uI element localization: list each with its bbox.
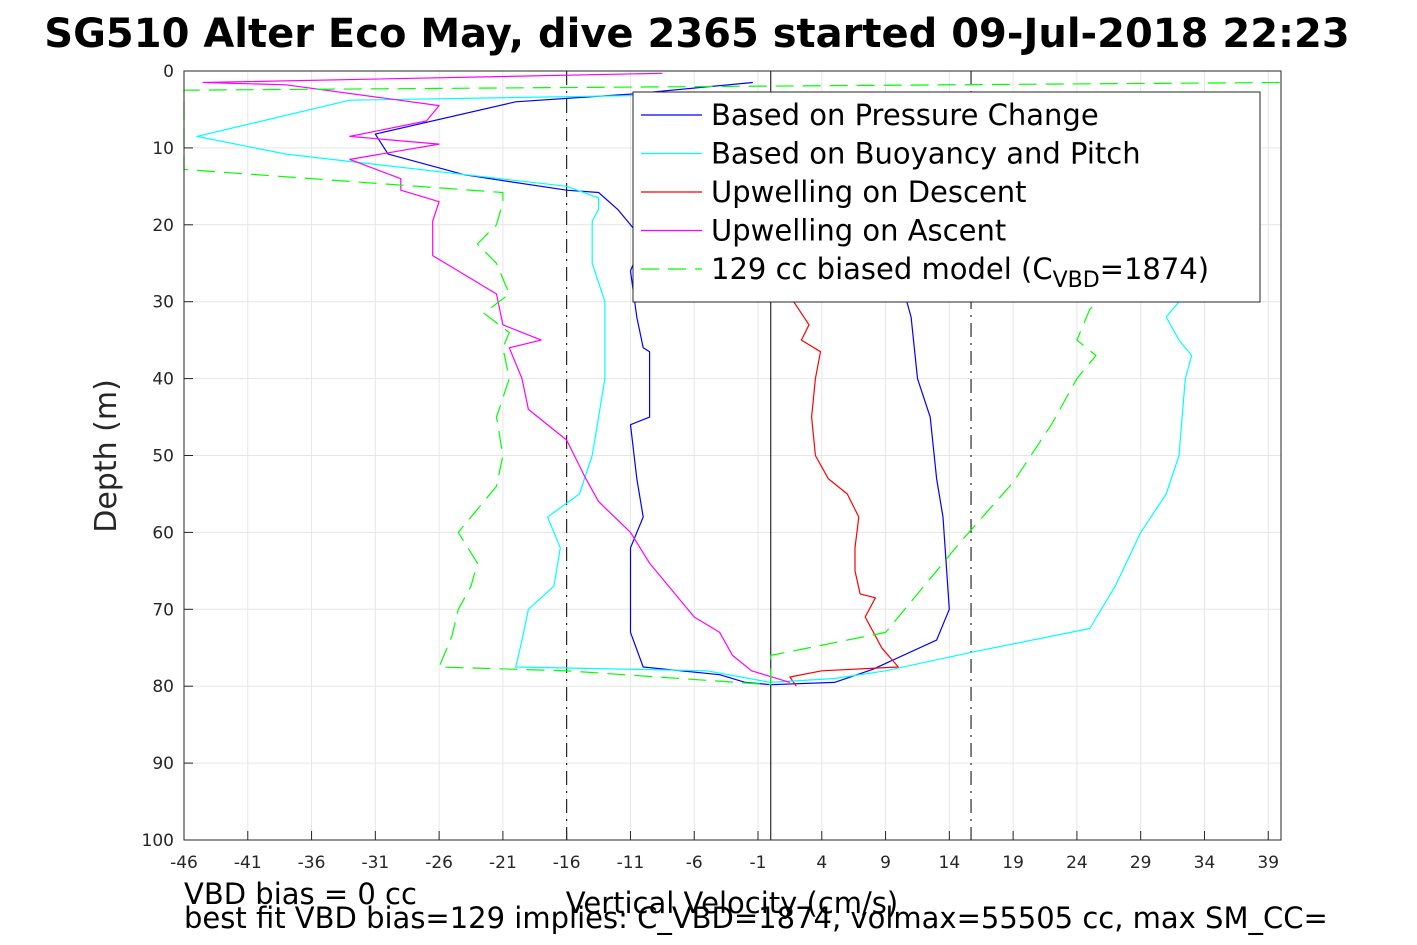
y-tick-label: 10 [152, 139, 174, 159]
x-tick-label: -21 [489, 853, 517, 873]
y-axis-label: Depth (m) [89, 379, 124, 533]
vbd-bias-note: VBD bias = 0 cc [184, 877, 417, 911]
legend-label: 129 cc biased model (CVBD=1874) [711, 252, 1209, 293]
legend-label: Based on Pressure Change [711, 98, 1099, 132]
y-tick-label: 50 [152, 447, 174, 467]
x-tick-label: 19 [1002, 853, 1024, 873]
x-tick-label: -31 [361, 853, 389, 873]
y-tick-label: 100 [142, 831, 174, 851]
x-tick-label: 9 [880, 853, 891, 873]
series-line [196, 93, 1193, 683]
series-line [183, 81, 1280, 686]
x-tick-label: -16 [553, 853, 581, 873]
legend-label: Based on Buoyancy and Pitch [711, 137, 1141, 171]
x-tick-label: -6 [686, 853, 703, 873]
x-tick-label: 14 [939, 853, 961, 873]
x-axis-label: Vertical Velocity (cm/s) [566, 886, 898, 920]
legend-box [632, 91, 1261, 303]
x-tick-label: 34 [1194, 853, 1216, 873]
y-tick-label: 70 [152, 600, 174, 620]
y-tick-label: 80 [152, 677, 174, 697]
x-tick-label: -46 [170, 853, 198, 873]
y-tick-label: 30 [152, 293, 174, 313]
x-tick-label: 4 [816, 853, 827, 873]
x-tick-label: -11 [617, 853, 645, 873]
y-tick-label: 60 [152, 523, 174, 543]
legend-suffix: =1874) [1100, 252, 1209, 286]
x-tick-label: -36 [298, 853, 326, 873]
x-tick-label: 39 [1257, 853, 1279, 873]
legend-subscript: VBD [1053, 268, 1100, 293]
y-tick-label: 0 [163, 62, 174, 82]
x-axis-ticks: -46 -41 -36 -31 -26 -21 -16 -11 -6 -1 4 9 14 19 24 29 34… [170, 831, 1279, 873]
y-tick-label: 20 [152, 216, 174, 236]
series-line [202, 72, 791, 683]
x-tick-label: 24 [1066, 853, 1088, 873]
legend-label: Upwelling on Ascent [711, 214, 1006, 248]
legend-label: Upwelling on Descent [711, 175, 1027, 209]
legend: Based on Pressure Change Based on Buoyanc… [632, 91, 1261, 303]
x-tick-label: 29 [1130, 853, 1152, 873]
x-tick-label: -1 [750, 853, 767, 873]
series-line [789, 301, 899, 687]
y-tick-label: 40 [152, 370, 174, 390]
series-lines [183, 72, 1280, 687]
x-tick-label: -26 [425, 853, 453, 873]
best-fit-note: best fit VBD bias=129 implies: C_VBD=187… [184, 901, 1328, 935]
series-line [374, 81, 950, 686]
chart-title: SG510 Alter Eco May, dive 2365 started 0… [44, 11, 1349, 57]
y-axis-ticks: 0 10 20 30 40 50 60 70 80 90 100 [142, 62, 193, 851]
x-tick-label: -41 [234, 853, 262, 873]
y-tick-label: 90 [152, 754, 174, 774]
